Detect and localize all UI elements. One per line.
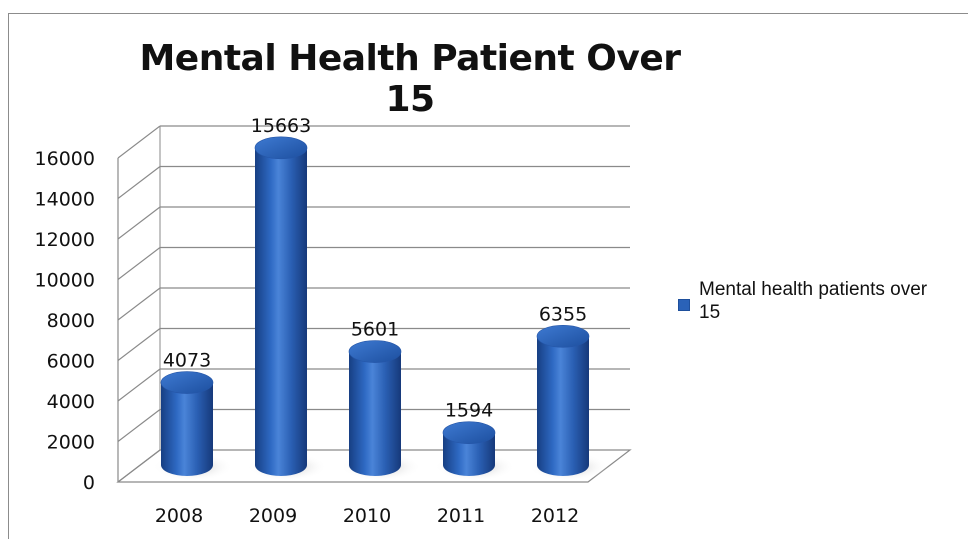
y-axis: 0 2000 4000 6000 8000 10000 12000 14000 16000 [35,148,119,494]
bar-cap [536,325,590,348]
gridline-diagonal [117,166,161,199]
bar-cap [254,136,308,160]
data-labels: 4073 15663 5601 1594 6355 [163,115,587,422]
data-label: 4073 [163,350,211,372]
bar [443,432,495,476]
gridline-diagonal [117,368,161,402]
x-tick-label: 2011 [437,505,485,527]
bar-cap [442,421,496,445]
data-label: 1594 [445,400,493,422]
y-tick-label: 16000 [35,148,95,170]
bar-cap [160,371,214,394]
y-tick-label: 0 [83,472,95,494]
gridline-diagonal [117,409,161,442]
bar-cap [348,340,402,363]
y-tick-label: 14000 [35,189,95,211]
bar [255,147,307,476]
data-label: 6355 [539,303,587,325]
y-tick-label: 4000 [47,391,95,413]
y-tick-label: 12000 [35,229,95,251]
chart-frame [8,13,968,539]
bar [161,382,213,476]
legend-swatch [678,299,690,311]
y-tick-label: 2000 [47,432,95,454]
bar [537,336,589,476]
x-tick-label: 2012 [531,505,579,527]
y-tick-label: 6000 [47,351,95,373]
y-tick-label: 8000 [47,310,95,332]
data-label: 5601 [351,319,399,341]
chart-floor [116,449,632,483]
gridline-diagonal [117,287,161,321]
gridline-diagonal [117,328,161,361]
x-tick-label: 2010 [343,505,391,527]
gridline-diagonal [117,206,161,240]
data-label: 15663 [251,115,311,137]
chart-title: Mental Health Patient Over 15 [139,38,681,120]
bars [153,136,609,481]
legend-label: Mental health patients over 15 [699,279,928,323]
y-tick-label: 10000 [35,270,95,292]
legend: Mental health patients over 15 [678,278,929,324]
x-axis: 2008 2009 2010 2011 2012 [155,505,579,527]
x-tick-label: 2008 [155,505,203,527]
x-tick-label: 2009 [249,505,297,527]
gridline-diagonal [117,125,161,159]
gridline-diagonal [117,247,161,280]
bar [349,351,401,476]
